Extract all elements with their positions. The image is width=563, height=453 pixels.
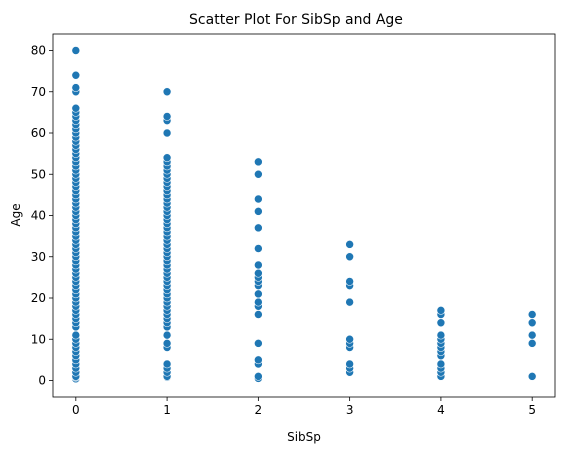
- data-point: [254, 372, 263, 381]
- data-point: [254, 260, 263, 270]
- x-tick-label: 2: [255, 403, 263, 417]
- x-tick-label: 4: [437, 403, 445, 417]
- data-point: [254, 289, 263, 299]
- data-point: [436, 359, 446, 369]
- data-point: [254, 223, 263, 233]
- y-tick-label: 40: [31, 209, 46, 223]
- data-point: [162, 112, 172, 121]
- data-point: [345, 277, 354, 286]
- y-axis-ticks: 0 10 20 30 40 50 60 70 80: [31, 44, 53, 388]
- y-axis-label: Age: [9, 203, 23, 226]
- data-point: [254, 207, 263, 216]
- data-point: [254, 244, 263, 253]
- data-point: [436, 330, 446, 340]
- x-tick-label: 5: [528, 403, 536, 417]
- data-point: [162, 359, 172, 369]
- data-point: [71, 83, 81, 92]
- data-point: [71, 330, 81, 340]
- x-tick-label: 1: [163, 403, 171, 417]
- x-tick-label: 3: [346, 403, 354, 417]
- y-tick-label: 30: [31, 250, 46, 264]
- data-point: [254, 339, 263, 348]
- data-point: [162, 128, 172, 138]
- y-tick-label: 70: [31, 85, 46, 99]
- data-point: [71, 103, 81, 113]
- data-point: [436, 318, 446, 328]
- plot-frame: [52, 33, 556, 398]
- x-axis-ticks: 0 1 2 3 4 5: [72, 397, 536, 417]
- data-point: [527, 339, 537, 348]
- data-point: [254, 194, 263, 204]
- data-point: [254, 355, 263, 365]
- data-point: [162, 153, 172, 163]
- data-point: [345, 334, 354, 344]
- x-axis-label: SibSp: [287, 430, 321, 444]
- data-point: [436, 306, 446, 315]
- y-tick-label: 0: [38, 374, 46, 388]
- x-tick-label: 0: [72, 403, 80, 417]
- data-point: [345, 240, 354, 249]
- data-point: [254, 310, 263, 319]
- data-point: [345, 359, 354, 369]
- data-point: [254, 157, 263, 167]
- data-point: [527, 310, 537, 319]
- data-point: [162, 87, 172, 97]
- y-tick-label: 10: [31, 332, 46, 346]
- data-point: [527, 372, 537, 381]
- data-points: [71, 46, 537, 384]
- data-point: [162, 339, 172, 348]
- data-point: [345, 252, 354, 262]
- data-point: [254, 169, 263, 179]
- y-tick-label: 20: [31, 291, 46, 305]
- y-tick-label: 80: [31, 44, 46, 58]
- data-point: [527, 330, 537, 340]
- data-point: [254, 297, 263, 307]
- data-point: [254, 268, 263, 278]
- data-point: [527, 318, 537, 328]
- chart-title: Scatter Plot For SibSp and Age: [189, 12, 403, 28]
- data-point: [71, 46, 81, 55]
- data-point: [345, 297, 354, 307]
- y-tick-label: 60: [31, 126, 46, 140]
- data-point: [71, 70, 81, 80]
- data-point: [162, 330, 172, 340]
- y-tick-label: 50: [31, 167, 46, 181]
